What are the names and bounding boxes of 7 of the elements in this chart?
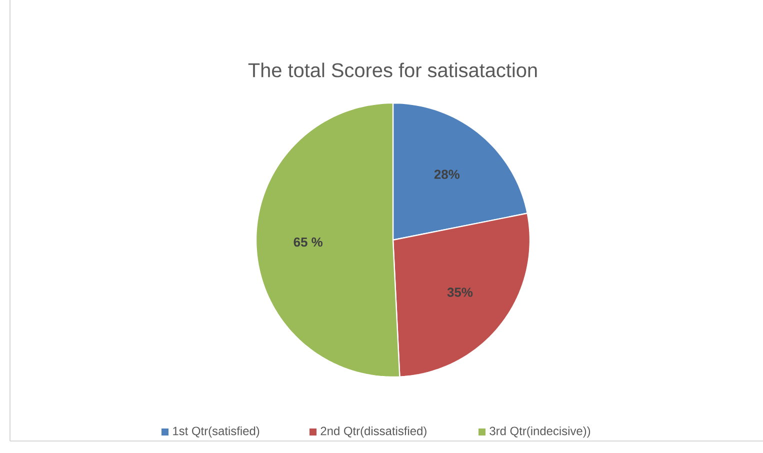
legend-label: 3rd Qtr(indecisive)): [490, 426, 590, 438]
legend-label: 2nd Qtr(dissatisfied): [320, 426, 426, 438]
data-label: 35%: [447, 288, 473, 297]
data-label: 65 %: [294, 237, 322, 247]
data-label: 28%: [434, 170, 460, 179]
chart-title: The total Scores for satisataction: [248, 62, 537, 78]
legend-label: 1st Qtr(satisfied): [173, 426, 260, 438]
